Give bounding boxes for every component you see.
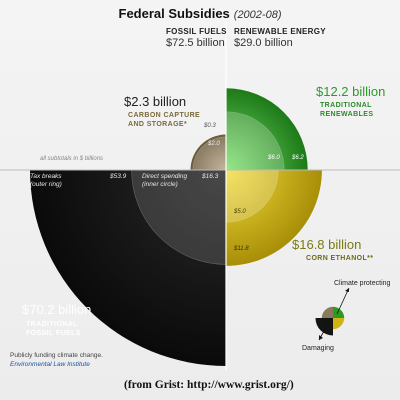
renewables-amount: $12.2 billion bbox=[316, 84, 386, 99]
chart-title: Federal Subsidies (2002-08) bbox=[0, 6, 400, 21]
renewables-label-line2: RENEWABLES bbox=[320, 111, 374, 118]
fossil-label-line2: FOSSIL FUELS bbox=[26, 330, 81, 337]
corn-ethanol-outer-ring bbox=[226, 170, 322, 266]
legend-black-quadrant bbox=[315, 318, 333, 336]
corn-ethanol-inner-circle bbox=[225, 169, 279, 223]
renewables-value-a: $6.0 bbox=[268, 155, 280, 161]
carbon-capture-and-storage-inner-circle bbox=[192, 136, 227, 171]
image-source-caption: (from Grist: http://www.grist.org/) bbox=[124, 379, 294, 391]
legend-up-arrowhead bbox=[345, 288, 349, 292]
ethanol-inner-value: $5.0 bbox=[234, 209, 246, 215]
legend-damaging: Damaging bbox=[302, 345, 334, 352]
fossil-heading: FOSSIL FUELS bbox=[166, 27, 227, 36]
traditional-renewables-outer-ring bbox=[226, 88, 308, 170]
renewable-heading: RENEWABLE ENERGY bbox=[234, 27, 326, 36]
ethanol-amount: $16.8 billion bbox=[292, 237, 362, 252]
ccs-outer-value: $0.3 bbox=[204, 123, 216, 129]
ccs-amount: $2.3 billion bbox=[124, 94, 187, 109]
ccs-label-line2: AND STORAGE* bbox=[128, 121, 188, 128]
direct-spending-sub: (inner circle) bbox=[142, 181, 178, 188]
traditional-fossil-fuels-inner-circle bbox=[131, 169, 227, 265]
fossil-amount: $70.2 billion bbox=[22, 302, 92, 317]
legend-green-quadrant bbox=[333, 306, 345, 318]
tax-breaks-label: Tax breaks bbox=[30, 173, 62, 180]
tax-breaks-value: $53.9 bbox=[110, 173, 127, 180]
legend-tan-quadrant bbox=[321, 306, 333, 318]
axis-note: all subtotals in $ billions bbox=[40, 156, 104, 162]
fossil-label-line1: TRADITIONAL bbox=[26, 321, 78, 328]
renewables-label-line1: TRADITIONAL bbox=[320, 102, 372, 109]
footer-note: Publicly funding climate change. bbox=[10, 352, 103, 359]
renewable-total: $29.0 billion bbox=[234, 37, 293, 49]
legend-up-arrow bbox=[336, 287, 350, 315]
legend-yellow-quadrant bbox=[333, 318, 345, 330]
ccs-inner-value: $2.0 bbox=[208, 141, 220, 147]
ethanol-outer-value: $11.8 bbox=[234, 246, 249, 252]
ethanol-label: CORN ETHANOL** bbox=[306, 255, 374, 262]
direct-spending-value: $16.3 bbox=[202, 173, 219, 180]
direct-spending-label: Direct spending bbox=[142, 173, 188, 180]
title-text: Federal Subsidies bbox=[118, 6, 230, 21]
legend-climate-protecting: Climate protecting bbox=[334, 280, 391, 287]
ccs-label-line1: CARBON CAPTURE bbox=[128, 112, 201, 119]
title-period: (2002-08) bbox=[233, 9, 282, 21]
tax-breaks-sub: (outer ring) bbox=[30, 181, 62, 188]
traditional-renewables-inner-circle bbox=[225, 111, 285, 171]
carbon-capture-and-storage-outer-ring bbox=[190, 134, 226, 170]
traditional-fossil-fuels-outer-ring bbox=[30, 170, 226, 366]
footer-source-org: Environmental Law Institute bbox=[10, 361, 90, 368]
legend-down-arrowhead bbox=[319, 335, 323, 340]
fossil-total: $72.5 billion bbox=[166, 37, 225, 49]
renewables-value-b: $6.2 bbox=[292, 155, 304, 161]
